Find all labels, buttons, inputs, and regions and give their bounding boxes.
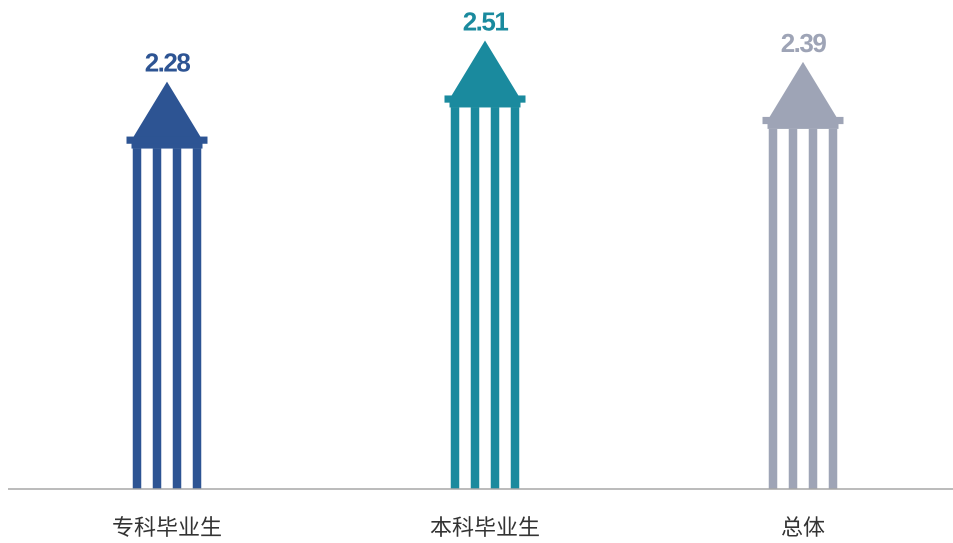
labels-group: 2.28 专科毕业生 2.51 本科毕业生 2.39 总体 bbox=[112, 6, 828, 541]
bar-stripe bbox=[470, 107, 480, 489]
data-label: 2.28 bbox=[145, 48, 191, 78]
bars-group bbox=[126, 40, 844, 490]
bar-stripe bbox=[172, 148, 182, 489]
bar-stripe bbox=[132, 148, 142, 489]
bar-stripe bbox=[152, 148, 162, 489]
bar-stripe bbox=[510, 107, 520, 489]
bar-cap-step bbox=[131, 143, 203, 149]
category-label: 专科毕业生 bbox=[112, 516, 222, 541]
bar-stripe bbox=[828, 128, 838, 490]
bar-arrowhead bbox=[133, 81, 201, 138]
bar-cap bbox=[126, 136, 208, 144]
bar-stripe bbox=[768, 128, 778, 490]
bar-1 bbox=[126, 81, 208, 489]
bar-stripe bbox=[192, 148, 202, 489]
bar-stripe bbox=[450, 107, 460, 489]
bar-cap-step bbox=[767, 123, 839, 129]
bar-3 bbox=[762, 61, 844, 490]
bar-cap-step bbox=[449, 102, 521, 108]
bar-cap bbox=[762, 116, 844, 125]
bar-stripe bbox=[490, 107, 500, 489]
bar-arrowhead bbox=[769, 61, 837, 118]
bar-2 bbox=[444, 40, 526, 489]
data-label: 2.51 bbox=[463, 6, 509, 36]
bar-arrowhead bbox=[451, 40, 519, 97]
category-label: 本科毕业生 bbox=[430, 516, 540, 541]
category-label: 总体 bbox=[781, 516, 825, 541]
bar-stripe bbox=[808, 128, 818, 490]
bar-stripe bbox=[788, 128, 798, 490]
data-label: 2.39 bbox=[781, 28, 827, 58]
bar-cap bbox=[444, 95, 526, 103]
